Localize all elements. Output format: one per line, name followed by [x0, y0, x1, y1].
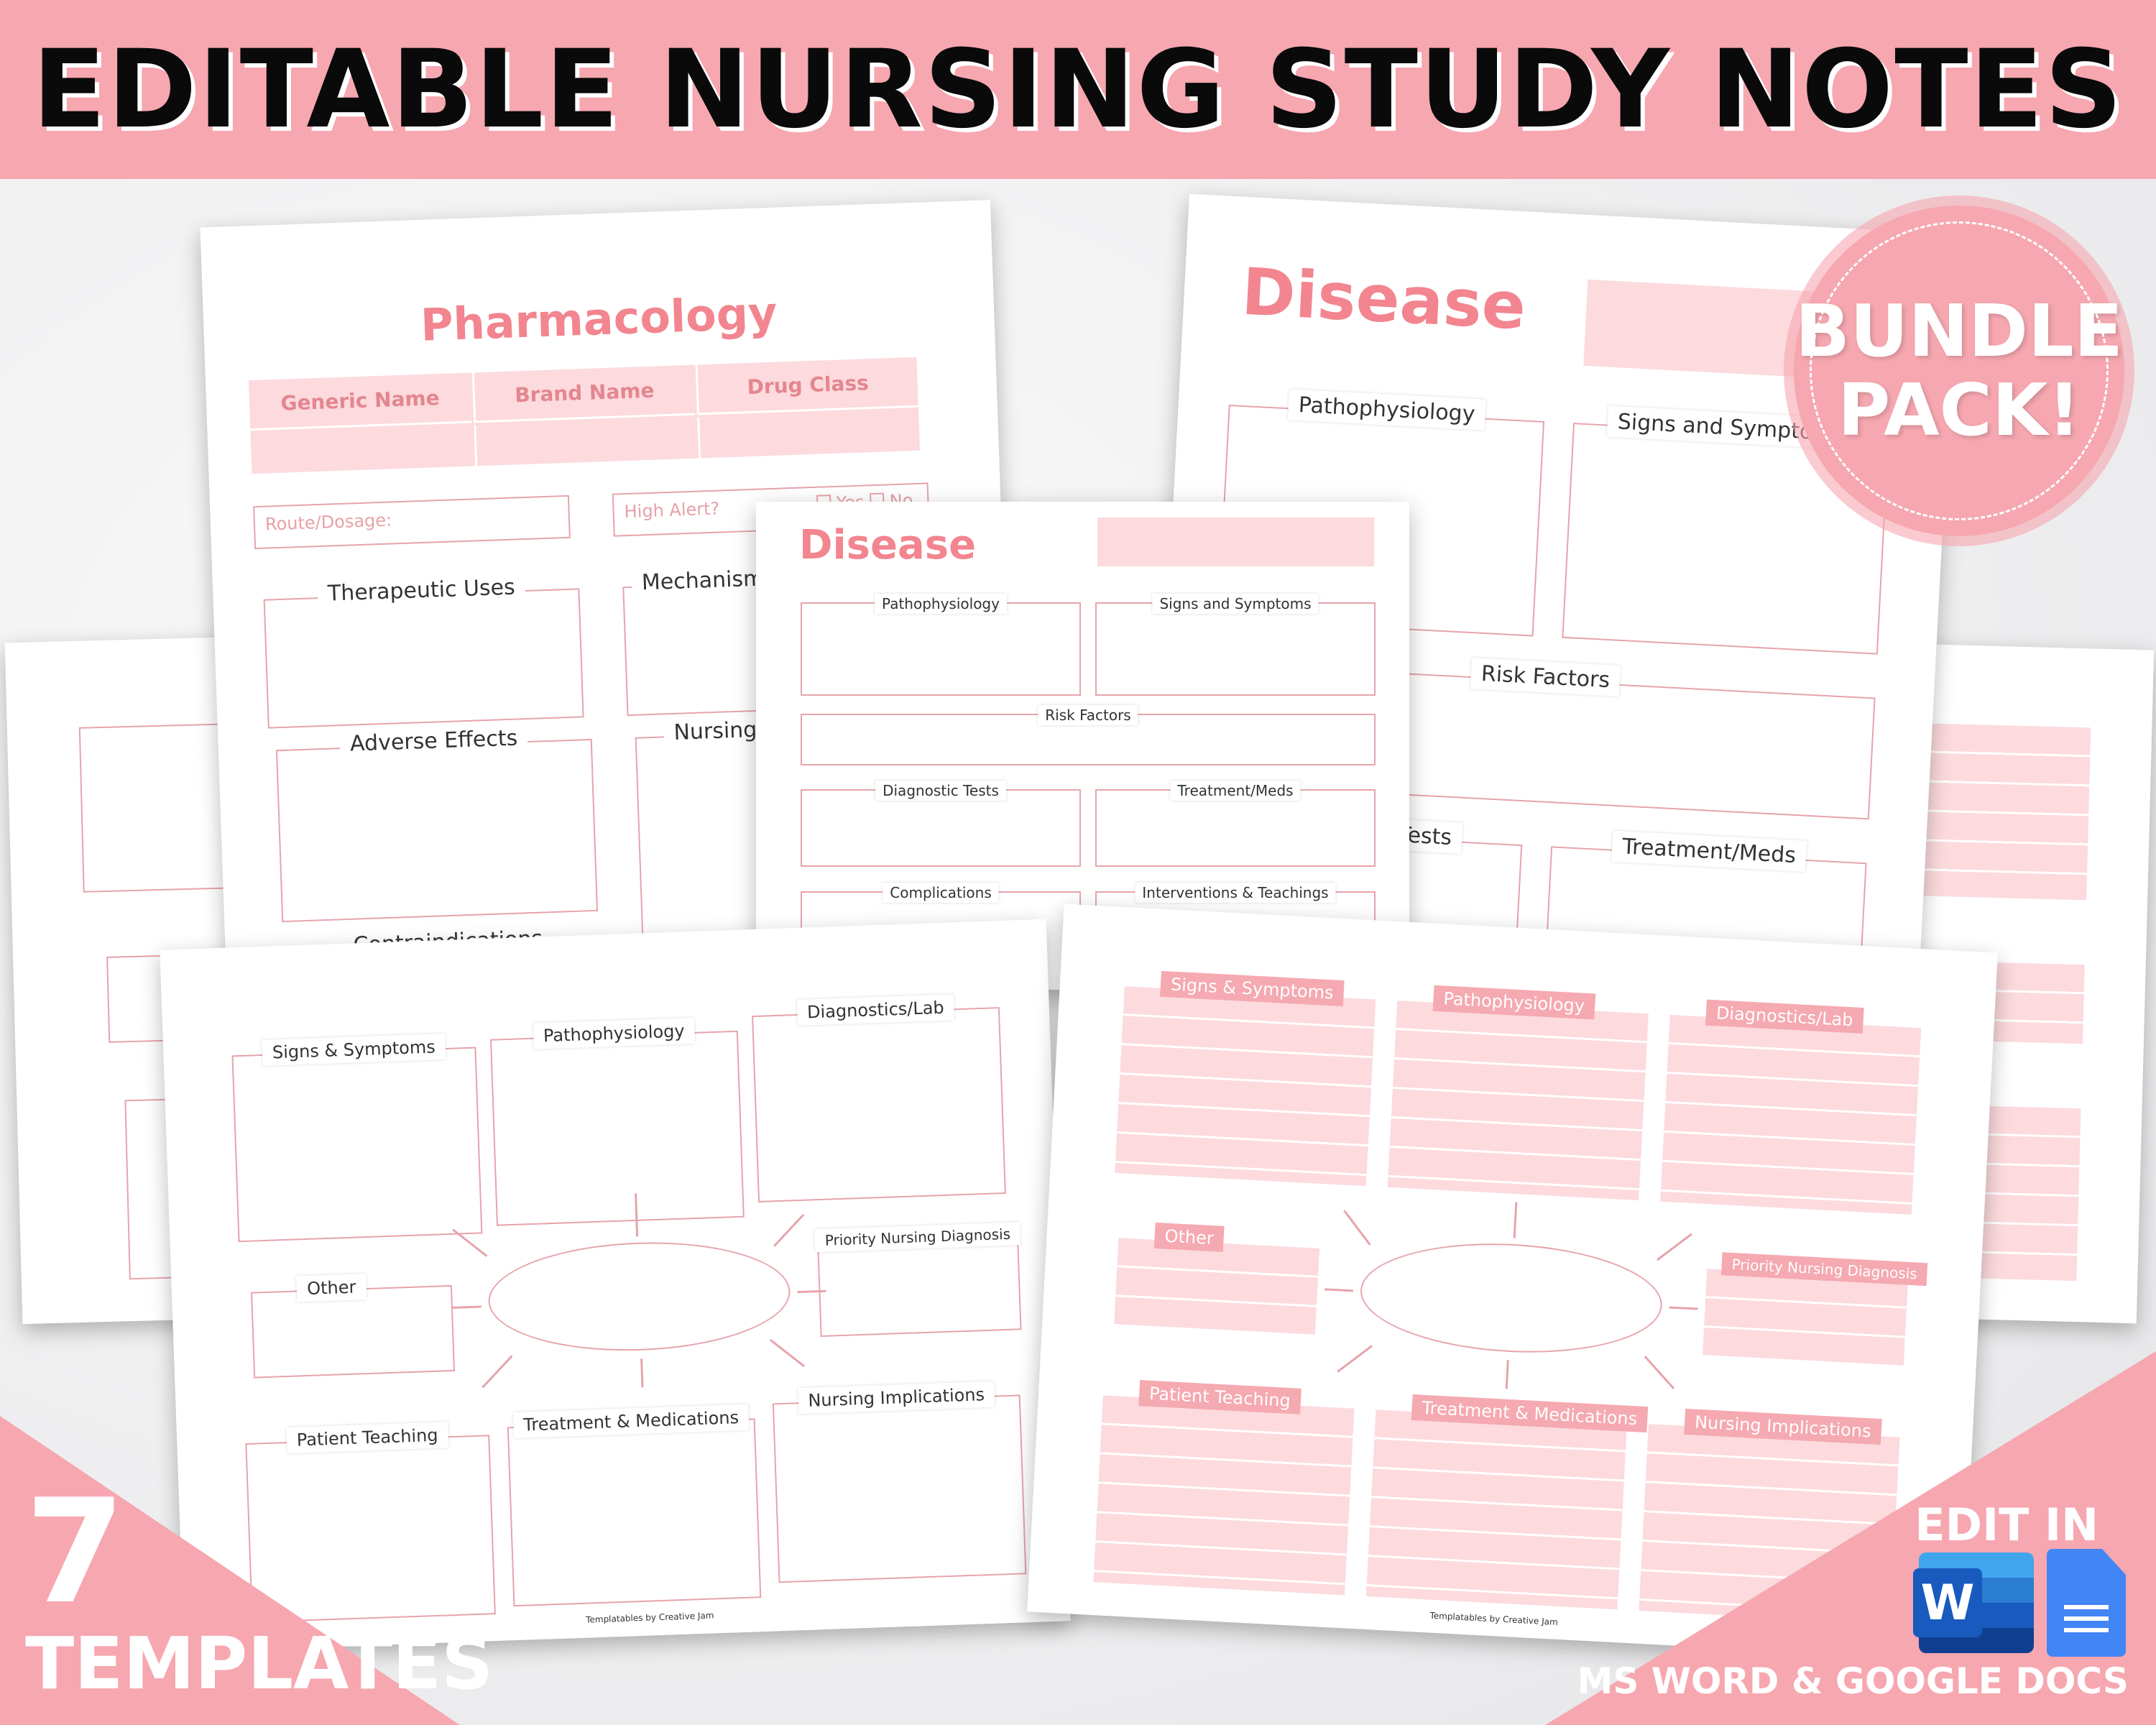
- arrow-icon: [452, 1305, 482, 1309]
- section-label: Signs and Symptoms: [1152, 594, 1319, 614]
- adverse-effects-box[interactable]: Adverse Effects: [275, 722, 599, 923]
- disease-name-field[interactable]: [1097, 518, 1374, 566]
- field-label: Route/Dosage:: [264, 510, 392, 535]
- section-label: Signs & Symptoms: [262, 1034, 446, 1066]
- section-label: Nursing Implications: [1684, 1408, 1882, 1445]
- therapeutic-uses-box[interactable]: Therapeutic Uses: [263, 571, 584, 729]
- treatment-medications-box[interactable]: Treatment & Medications: [1365, 1394, 1649, 1610]
- central-concept-ellipse[interactable]: [1358, 1236, 1665, 1360]
- section-label: Priority Nursing Diagnosis: [1720, 1252, 1928, 1287]
- central-concept-ellipse[interactable]: [487, 1237, 793, 1356]
- pathophysiology-box[interactable]: Pathophysiology: [1387, 985, 1649, 1201]
- field-label: High Alert?: [624, 498, 720, 523]
- table-cell[interactable]: [474, 417, 697, 469]
- treatment-medications-box[interactable]: Treatment & Medications: [507, 1404, 762, 1607]
- section-label: Complications: [883, 883, 999, 903]
- diagnostic-tests-box[interactable]: Diagnostic Tests: [801, 781, 1081, 867]
- section-label: Other: [1153, 1222, 1225, 1252]
- nursing-implications-box[interactable]: Nursing Implications: [772, 1381, 1027, 1583]
- risk-factors-box[interactable]: Risk Factors: [801, 705, 1376, 765]
- concept-map-template: Signs & Symptoms Pathophysiology Diagnos…: [160, 919, 1071, 1652]
- section-label: Signs & Symptoms: [1160, 970, 1345, 1007]
- pathophysiology-box[interactable]: Pathophysiology: [801, 594, 1081, 696]
- section-label: Patient Teaching: [286, 1422, 449, 1454]
- footer-credit: Templatables by Creative Jam: [585, 1610, 714, 1625]
- column-header: Generic Name: [248, 372, 472, 431]
- template-title: Disease: [1240, 254, 1528, 345]
- section-label: Pathophysiology: [533, 1017, 696, 1049]
- arrow-icon: [640, 1358, 644, 1388]
- google-docs-icon: [2047, 1549, 2126, 1657]
- section-label: Nursing Implications: [797, 1381, 995, 1414]
- edit-in-label: EDIT IN: [1915, 1499, 2099, 1551]
- column-header: Brand Name: [471, 364, 696, 423]
- word-letter: W: [1913, 1568, 1982, 1637]
- patient-teaching-box[interactable]: Patient Teaching: [245, 1422, 496, 1623]
- interventions-box[interactable]: Interventions & Teachings: [1095, 883, 1376, 990]
- section-label: Priority Nursing Diagnosis: [814, 1222, 1021, 1253]
- section-label: Nursing: [663, 714, 768, 749]
- template-title: Pharmacology: [419, 286, 778, 351]
- section-label: Adverse Effects: [339, 722, 528, 760]
- arrow-icon: [1644, 1356, 1675, 1389]
- section-label: Pathophysiology: [1287, 389, 1486, 431]
- signs-symptoms-box[interactable]: Signs and Symptoms: [1095, 594, 1376, 696]
- section-label: Pathophysiology: [1432, 985, 1595, 1020]
- header-banner: EDITABLE NURSING STUDY NOTES: [0, 0, 2156, 179]
- section-label: Diagnostic Tests: [875, 781, 1006, 801]
- section-label: Diagnostics/Lab: [1705, 999, 1864, 1034]
- other-box[interactable]: Other: [1114, 1222, 1320, 1335]
- arrow-icon: [1325, 1288, 1354, 1292]
- arrow-icon: [769, 1338, 805, 1368]
- route-dosage-field[interactable]: Route/Dosage:: [253, 494, 571, 550]
- bundle-pack-badge: BUNDLE PACK!: [1794, 206, 2124, 536]
- diagnostics-lab-box[interactable]: Diagnostics/Lab: [1660, 999, 1922, 1215]
- priority-nursing-diagnosis-box[interactable]: Priority Nursing Diagnosis: [1703, 1252, 1928, 1366]
- section-box: [1914, 723, 2091, 901]
- page-title: EDITABLE NURSING STUDY NOTES: [32, 27, 2124, 152]
- ms-word-icon: W: [1913, 1552, 2034, 1653]
- patient-teaching-box[interactable]: Patient Teaching: [1093, 1380, 1355, 1596]
- template-count: 7: [25, 1468, 126, 1636]
- section-label: Treatment/Meds: [1170, 781, 1301, 801]
- column-header: Drug Class: [695, 356, 918, 415]
- arrow-icon: [1343, 1210, 1371, 1246]
- pathophysiology-box[interactable]: Pathophysiology: [489, 1017, 745, 1226]
- section-label: Diagnostics/Lab: [796, 994, 955, 1026]
- treatment-meds-box[interactable]: Treatment/Meds: [1095, 781, 1376, 867]
- arrow-icon: [1513, 1202, 1518, 1238]
- section-label: Risk Factors: [1038, 705, 1138, 725]
- disease-template-small: Disease Pathophysiology Signs and Sympto…: [756, 502, 1409, 990]
- section-label: Mechanism: [631, 562, 775, 599]
- footer-credit: Templatables by Creative Jam: [1429, 1610, 1559, 1627]
- table-cell[interactable]: [697, 409, 921, 461]
- templates-label: TEMPLATES: [25, 1622, 494, 1706]
- signs-symptoms-box[interactable]: Signs & Symptoms: [231, 1034, 483, 1243]
- arrow-icon: [1669, 1306, 1698, 1310]
- arrow-icon: [773, 1213, 805, 1247]
- arrow-icon: [1656, 1233, 1692, 1261]
- diagnostics-lab-box[interactable]: Diagnostics/Lab: [752, 994, 1006, 1202]
- section-label: Therapeutic Uses: [317, 571, 526, 610]
- section-label: Treatment & Medications: [1411, 1394, 1649, 1433]
- other-box[interactable]: Other: [251, 1274, 456, 1379]
- arrow-icon: [482, 1355, 513, 1389]
- section-label: Other: [296, 1274, 367, 1302]
- drug-table: Generic Name Brand Name Drug Class: [248, 356, 921, 477]
- section-label: Risk Factors: [1470, 658, 1621, 696]
- supported-apps-label: MS WORD & GOOGLE DOCS: [1577, 1660, 2129, 1702]
- section-label: Pathophysiology: [875, 594, 1007, 614]
- section-label: Interventions & Teachings: [1135, 883, 1336, 903]
- template-title: Disease: [799, 522, 977, 569]
- priority-nursing-diagnosis-box[interactable]: Priority Nursing Diagnosis: [814, 1222, 1022, 1338]
- section-label: Treatment & Medications: [512, 1404, 750, 1439]
- section-label: Treatment/Meds: [1611, 830, 1807, 872]
- section-label: Patient Teaching: [1138, 1380, 1302, 1414]
- signs-symptoms-box[interactable]: Signs & Symptoms: [1115, 970, 1376, 1187]
- arrow-icon: [1337, 1345, 1373, 1373]
- arrow-icon: [1505, 1360, 1509, 1389]
- table-cell[interactable]: [251, 426, 474, 477]
